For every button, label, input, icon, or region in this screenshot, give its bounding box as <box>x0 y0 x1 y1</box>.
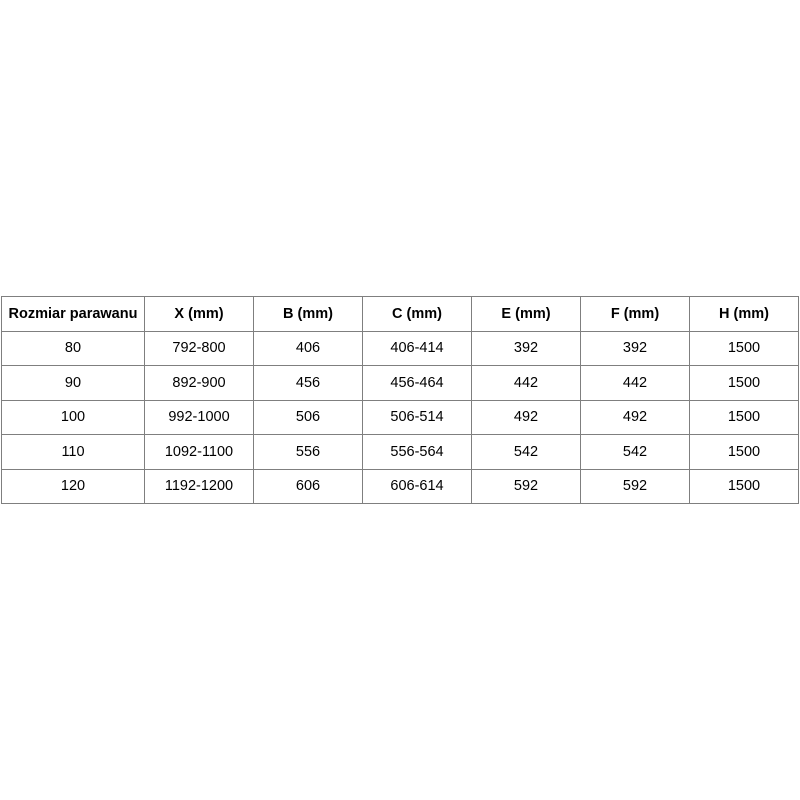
table-row: 120 1192-1200 606 606-614 592 592 1500 <box>1 468 799 504</box>
table-cell: 506-514 <box>362 399 472 435</box>
table-cell: 406-414 <box>362 330 472 366</box>
table-cell: 1500 <box>689 468 799 504</box>
table-cell: 542 <box>580 434 690 470</box>
column-header: H (mm) <box>689 296 799 332</box>
table-row: 110 1092-1100 556 556-564 542 542 1500 <box>1 434 799 470</box>
table-cell: 892-900 <box>144 365 254 401</box>
table-cell: 542 <box>471 434 581 470</box>
table-cell: 992-1000 <box>144 399 254 435</box>
table-cell: 1500 <box>689 434 799 470</box>
column-header: X (mm) <box>144 296 254 332</box>
table-cell: 110 <box>1 434 145 470</box>
table-cell: 792-800 <box>144 330 254 366</box>
table-cell: 80 <box>1 330 145 366</box>
table-cell: 456-464 <box>362 365 472 401</box>
table-cell: 592 <box>580 468 690 504</box>
column-header: E (mm) <box>471 296 581 332</box>
table-row: 80 792-800 406 406-414 392 392 1500 <box>1 330 799 366</box>
table-cell: 556-564 <box>362 434 472 470</box>
column-header: B (mm) <box>253 296 363 332</box>
table-cell: 606 <box>253 468 363 504</box>
column-header: C (mm) <box>362 296 472 332</box>
table-cell: 606-614 <box>362 468 472 504</box>
table-cell: 492 <box>471 399 581 435</box>
table-cell: 492 <box>580 399 690 435</box>
table-row: 100 992-1000 506 506-514 492 492 1500 <box>1 399 799 435</box>
table-cell: 1092-1100 <box>144 434 254 470</box>
table-cell: 556 <box>253 434 363 470</box>
table-cell: 392 <box>471 330 581 366</box>
table-cell: 506 <box>253 399 363 435</box>
table-cell: 1500 <box>689 330 799 366</box>
table-cell: 406 <box>253 330 363 366</box>
column-header: Rozmiar parawanu <box>1 296 145 332</box>
table-cell: 392 <box>580 330 690 366</box>
table-row: 90 892-900 456 456-464 442 442 1500 <box>1 365 799 401</box>
header-row: Rozmiar parawanu X (mm) B (mm) C (mm) E (mm)… <box>1 296 799 332</box>
table-cell: 90 <box>1 365 145 401</box>
table-cell: 456 <box>253 365 363 401</box>
table-cell: 120 <box>1 468 145 504</box>
table-cell: 1500 <box>689 399 799 435</box>
table-cell: 592 <box>471 468 581 504</box>
table-cell: 1500 <box>689 365 799 401</box>
table-cell: 442 <box>471 365 581 401</box>
table-cell: 1192-1200 <box>144 468 254 504</box>
column-header: F (mm) <box>580 296 690 332</box>
table-cell: 442 <box>580 365 690 401</box>
dimensions-table: Rozmiar parawanu X (mm) B (mm) C (mm) E (mm)… <box>1 296 799 504</box>
table-cell: 100 <box>1 399 145 435</box>
